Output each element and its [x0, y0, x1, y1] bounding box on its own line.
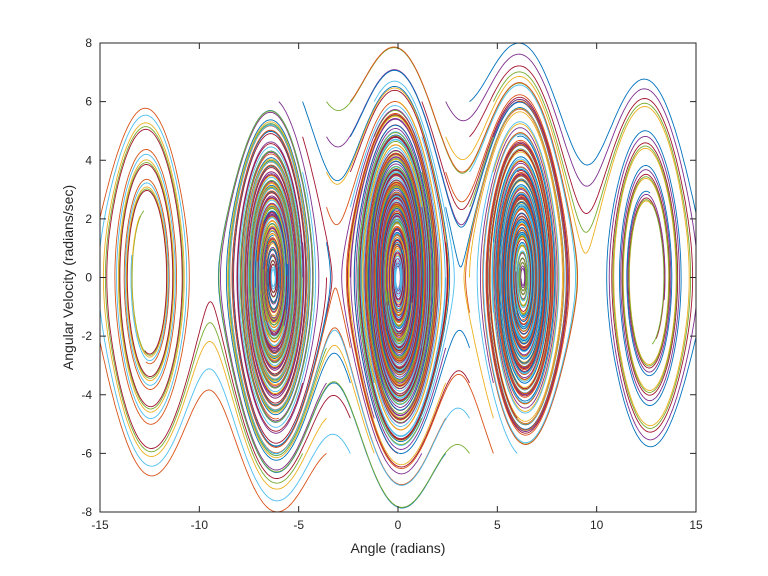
- trajectory-line: [469, 65, 694, 433]
- y-tick-label: -6: [81, 446, 92, 460]
- trajectory-line: [476, 121, 560, 454]
- trajectory-line: [372, 174, 429, 395]
- trajectory-line: [349, 105, 441, 427]
- trajectory-line: [100, 107, 327, 512]
- trajectory-line: [229, 124, 470, 486]
- trajectory-group: [100, 43, 696, 512]
- x-axis: -15 -10 -5 0 5 10 15: [91, 43, 703, 532]
- y-tick-label: -2: [81, 329, 92, 343]
- trajectory-line: [345, 112, 494, 470]
- x-tick-label: 0: [395, 518, 402, 532]
- x-tick-label: 10: [590, 518, 604, 532]
- trajectory-line: [492, 71, 692, 429]
- trajectory-line: [218, 110, 470, 508]
- trajectory-line: [231, 129, 351, 448]
- trajectory-line: [341, 109, 439, 475]
- trajectory-line: [353, 124, 470, 454]
- y-tick-label: 2: [85, 212, 92, 226]
- x-tick-label: 5: [494, 518, 501, 532]
- trajectory-line: [375, 187, 424, 381]
- trajectory-line: [238, 146, 317, 428]
- trajectory-line: [225, 119, 351, 461]
- trajectory-line: [106, 128, 351, 480]
- trajectory-line: [509, 203, 539, 343]
- trajectory-line: [102, 122, 327, 490]
- trajectory-line: [246, 171, 305, 399]
- x-tick-label: 15: [689, 518, 703, 532]
- y-axis: -8 -6 -4 -2 0 2 4 6 8: [81, 36, 696, 519]
- x-tick-label: -15: [91, 518, 109, 532]
- x-axis-label: Angle (radians): [351, 540, 446, 556]
- trajectory-line: [359, 136, 449, 441]
- trajectory-line: [349, 46, 579, 445]
- y-axis-label: Angular Velocity (radians/sec): [60, 185, 76, 370]
- x-tick-label: -5: [293, 518, 304, 532]
- trajectory-line: [487, 100, 568, 431]
- y-tick-label: 0: [85, 271, 92, 285]
- y-tick-label: -4: [81, 388, 92, 402]
- trajectory-line: [469, 84, 576, 444]
- y-tick-label: 8: [85, 36, 92, 50]
- trajectory-line: [498, 179, 544, 384]
- y-tick-label: -8: [81, 505, 92, 519]
- trajectory-line: [445, 53, 696, 441]
- trajectory-line: [227, 121, 375, 459]
- trajectory-line: [495, 135, 556, 402]
- y-tick-label: 6: [85, 95, 92, 109]
- trajectory-line: [445, 94, 571, 436]
- trajectory-line: [469, 43, 696, 448]
- x-tick-label: -10: [191, 518, 209, 532]
- trajectory-line: [367, 158, 435, 415]
- y-tick-label: 4: [85, 153, 92, 167]
- plot-area: -15 -10 -5 0 5 10 15 -8 -6 -4 -2 0 2 4 6 8: [81, 36, 703, 532]
- trajectory-line: [100, 114, 351, 502]
